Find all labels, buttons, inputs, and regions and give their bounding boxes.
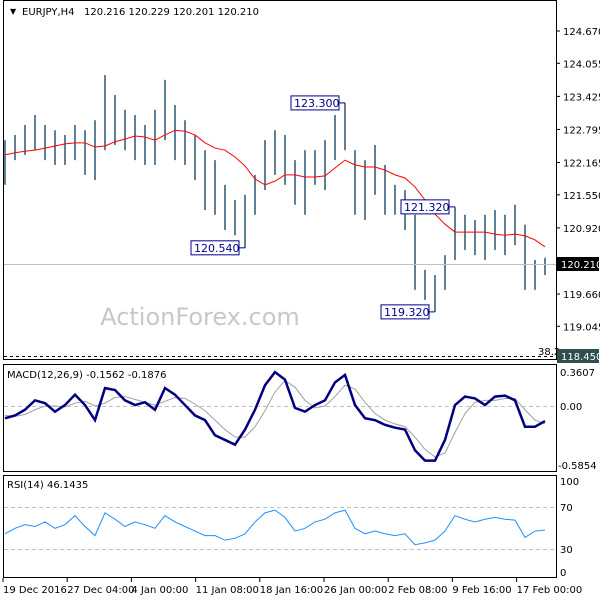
price-tick-label: 123.425 (563, 92, 600, 103)
rsi-tick: 100 (560, 477, 579, 488)
price-tick-label: 119.660 (563, 290, 600, 301)
annotation-box[interactable] (190, 240, 240, 256)
header-menu-icon[interactable]: ▼ (10, 7, 17, 16)
time-tick-label: 19 Dec 2016 (3, 585, 67, 596)
current-price-label: 120.210 (561, 260, 600, 271)
annotation-box[interactable] (290, 95, 340, 111)
symbol-label: EURJPY,H4 (22, 7, 75, 18)
time-tick-label: 9 Feb 16:00 (452, 585, 511, 596)
price-tick-label: 122.795 (563, 125, 600, 136)
rsi-line (4, 509, 546, 546)
moving-average-line (4, 129, 546, 248)
time-tick-label: 26 Jan 00:00 (324, 585, 387, 596)
annotation-label: 119.320 (384, 306, 430, 319)
annotations: 123.300 120.540 121.320 119.320 (190, 95, 455, 320)
main-panel-frame (3, 0, 557, 360)
rsi-tick: 0 (560, 568, 566, 579)
time-tick-label: 27 Dec 04:00 (67, 585, 134, 596)
price-tick-label: 120.920 (563, 224, 600, 235)
macd-signal-line (4, 379, 546, 458)
macd-title: MACD(12,26,9) -0.1562 -0.1876 (7, 370, 167, 381)
fib-price-label: 118.450 (561, 352, 600, 363)
time-tick-label: 2 Feb 08:00 (388, 585, 447, 596)
annotation-label: 123.300 (294, 97, 340, 110)
macd-tick: 0.3607 (560, 368, 595, 379)
price-tick-label: 119.045 (563, 322, 600, 333)
fib-price-tag (557, 349, 599, 363)
time-tick-label: 11 Jan 08:00 (196, 585, 259, 596)
ohlc-values: 120.216 120.229 120.201 120.210 (84, 7, 259, 18)
annotation-label: 120.540 (194, 242, 240, 255)
time-tick-label: 18 Jan 16:00 (260, 585, 323, 596)
price-bars (4, 75, 546, 312)
macd-tick: 0.00 (560, 402, 582, 413)
price-tick-label: 121.550 (563, 191, 600, 202)
macd-main-line (4, 370, 546, 462)
price-axis: 124.670 124.055 123.425 122.795 122.165 121.5… (556, 27, 600, 333)
price-tick-label: 122.165 (563, 159, 600, 170)
price-tick-label: 124.670 (563, 27, 600, 38)
annotation-label: 121.320 (404, 201, 450, 214)
rsi-tick: 30 (560, 545, 573, 556)
annotation-box[interactable] (400, 199, 450, 215)
annotation-box[interactable] (380, 304, 430, 320)
time-axis: 19 Dec 2016 27 Dec 04:004 Jan 00:00 11 Jan… (2, 578, 583, 596)
rsi-tick: 70 (560, 503, 573, 514)
rsi-title: RSI(14) 46.1435 (7, 480, 88, 491)
macd-panel-frame (3, 364, 557, 472)
watermark: ActionForex.com (100, 303, 300, 331)
current-price-tag (557, 257, 599, 271)
fib-level-name: 38.2 (538, 347, 560, 358)
macd-tick: -0.5854 (558, 461, 597, 472)
price-tick-label: 124.055 (563, 59, 600, 70)
rsi-panel-frame (3, 475, 557, 578)
time-tick-label: 4 Jan 00:00 (131, 585, 188, 596)
time-tick-label: 17 Feb 00:00 (517, 585, 583, 596)
